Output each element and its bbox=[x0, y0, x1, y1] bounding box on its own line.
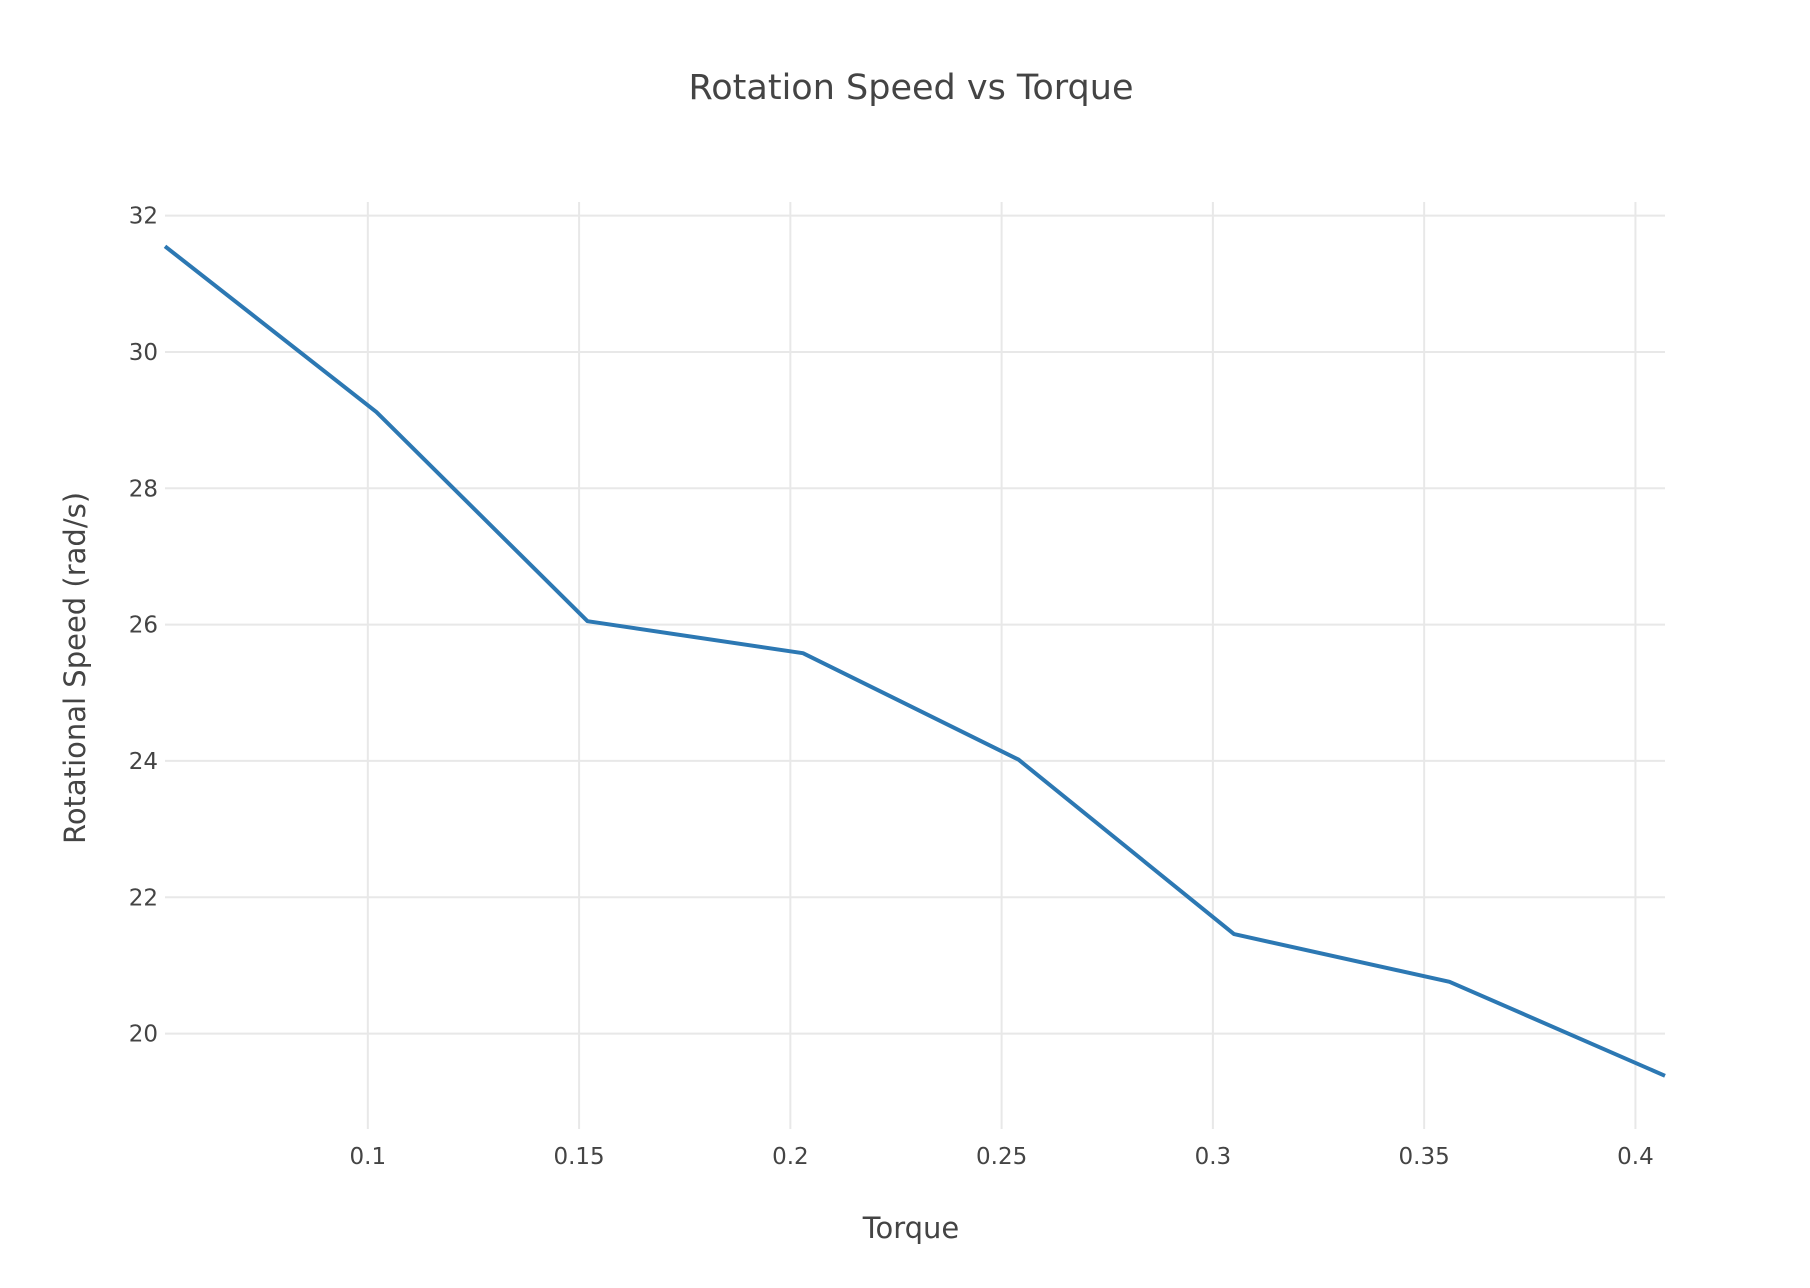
y-tick-label: 24 bbox=[129, 749, 158, 775]
series-line bbox=[163, 244, 1666, 1078]
y-gridlines bbox=[165, 214, 1665, 1035]
y-tick-label: 26 bbox=[129, 613, 158, 639]
chart-title: Rotation Speed vs Torque bbox=[689, 68, 1134, 108]
y-tick-label: 30 bbox=[129, 340, 158, 366]
y-tick-label: 22 bbox=[129, 885, 158, 911]
x-tick-label: 0.1 bbox=[350, 1144, 387, 1170]
x-tick-label: 0.4 bbox=[1617, 1144, 1654, 1170]
y-axis-title: Rotational Speed (rad/s) bbox=[58, 492, 92, 844]
x-tick-label: 0.2 bbox=[772, 1144, 809, 1170]
y-tick-label: 28 bbox=[129, 476, 158, 502]
x-tick-label: 0.35 bbox=[1399, 1144, 1450, 1170]
x-gridlines bbox=[366, 202, 1637, 1129]
y-tick-label: 32 bbox=[129, 204, 158, 230]
y-tick-label: 20 bbox=[129, 1022, 158, 1048]
x-axis-ticks: 0.1 0.15 0.2 0.25 0.3 0.35 0.4 bbox=[350, 1144, 1654, 1170]
y-axis-ticks: 20 22 24 26 28 30 32 bbox=[129, 204, 158, 1048]
x-axis-title: Torque bbox=[862, 1211, 960, 1245]
x-tick-label: 0.25 bbox=[976, 1144, 1027, 1170]
series-layer bbox=[163, 244, 1666, 1078]
x-tick-label: 0.3 bbox=[1195, 1144, 1232, 1170]
x-tick-label: 0.15 bbox=[553, 1144, 604, 1170]
